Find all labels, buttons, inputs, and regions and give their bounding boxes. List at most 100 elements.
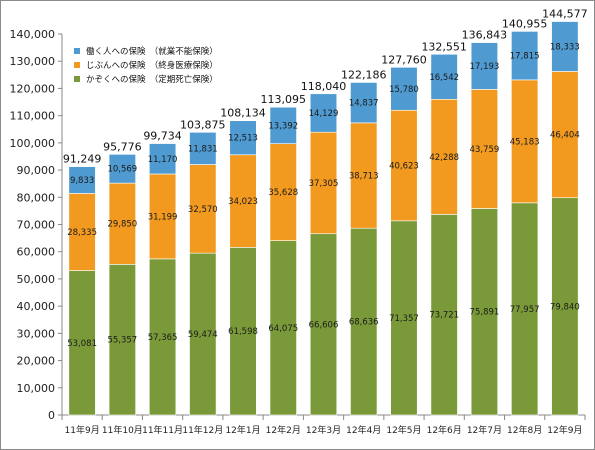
bar-data-label: 61,598 xyxy=(228,327,258,337)
bar-total-label: 95,776 xyxy=(103,140,142,153)
bar-data-label: 16,542 xyxy=(429,73,459,83)
x-tick-label: 12年5月 xyxy=(386,424,421,436)
x-tick-label: 11年10月 xyxy=(102,424,143,436)
bar-segment-kazoku xyxy=(108,264,136,416)
bar-data-label: 75,891 xyxy=(470,308,500,318)
bar-segment-jibun xyxy=(430,98,458,215)
bar-data-label: 71,357 xyxy=(389,314,419,324)
bar-data-label: 66,606 xyxy=(309,320,339,330)
bar-segment-hatarakuhito xyxy=(269,106,297,144)
bar-total-label: 132,551 xyxy=(421,40,467,53)
bar-segment-jibun xyxy=(350,122,378,229)
x-tick-label: 11年11月 xyxy=(142,424,183,436)
bar-segment-jibun xyxy=(68,193,96,271)
bar-segment-hatarakuhito xyxy=(149,143,177,175)
bar-total-label: 140,955 xyxy=(502,17,548,30)
bar-data-label: 73,721 xyxy=(429,311,459,321)
bar-segment-hatarakuhito xyxy=(470,42,498,90)
bar-data-label: 34,023 xyxy=(228,197,258,207)
x-tick-label: 11年12月 xyxy=(182,424,223,436)
bar-total-label: 122,186 xyxy=(341,68,387,81)
bar-data-label: 42,288 xyxy=(429,153,459,163)
bar-segment-kazoku xyxy=(189,252,217,416)
bar-segment-kazoku xyxy=(68,270,96,416)
bar-data-label: 59,474 xyxy=(188,330,218,340)
bar-segment-hatarakuhito xyxy=(68,166,96,194)
legend-label: 働く人への保険 （就業不能保険） xyxy=(86,46,218,57)
y-tick-label: 30,000 xyxy=(17,327,56,340)
bar-data-label: 55,357 xyxy=(107,336,137,346)
bar-data-label: 37,305 xyxy=(309,179,339,189)
bar-data-label: 15,780 xyxy=(389,85,419,95)
bar-data-label: 57,365 xyxy=(148,333,178,343)
bar-data-label: 32,570 xyxy=(188,205,218,215)
legend-label: かぞくへの保険 （定期死亡保険） xyxy=(86,74,218,85)
bar-segment-kazoku xyxy=(229,247,257,416)
y-tick-label: 0 xyxy=(48,409,55,422)
bar-segment-hatarakuhito xyxy=(350,82,378,124)
legend-swatch xyxy=(74,62,80,68)
bar-segment-hatarakuhito xyxy=(229,120,257,156)
x-tick-label: 12年9月 xyxy=(547,424,582,436)
x-tick-label: 12年4月 xyxy=(346,424,381,436)
y-tick-label: 60,000 xyxy=(17,246,56,259)
bar-segment-kazoku xyxy=(390,220,418,416)
bar-segment-kazoku xyxy=(350,227,378,416)
x-tick-label: 12年1月 xyxy=(225,424,260,436)
bar-data-label: 14,837 xyxy=(349,99,379,109)
bar-data-label: 11,170 xyxy=(148,155,178,165)
bar-total-label: 108,134 xyxy=(220,107,266,120)
bar-total-label: 144,577 xyxy=(542,8,588,21)
bar-segment-hatarakuhito xyxy=(108,154,136,184)
bar-segment-hatarakuhito xyxy=(189,132,217,165)
bar-segment-jibun xyxy=(189,164,217,254)
bar-data-label: 28,335 xyxy=(67,228,97,238)
bar-data-label: 68,636 xyxy=(349,318,379,328)
bar-data-label: 40,623 xyxy=(389,162,419,172)
bar-data-label: 46,404 xyxy=(550,131,580,141)
y-tick-label: 130,000 xyxy=(10,55,56,68)
bar-segment-hatarakuhito xyxy=(309,93,338,133)
y-tick-label: 10,000 xyxy=(17,382,56,395)
bar-data-label: 38,713 xyxy=(349,172,379,182)
x-tick-label: 12年8月 xyxy=(507,424,542,436)
bar-data-label: 14,129 xyxy=(309,109,339,119)
bar-data-label: 18,333 xyxy=(550,42,580,52)
bar-data-label: 12,513 xyxy=(228,134,258,144)
bar-total-label: 113,095 xyxy=(261,93,307,106)
bar-total-label: 118,040 xyxy=(301,80,347,93)
bar-data-label: 53,081 xyxy=(67,339,97,349)
bar-segment-jibun xyxy=(309,131,338,235)
bar-data-label: 29,850 xyxy=(107,220,137,230)
bar-data-label: 43,759 xyxy=(470,145,500,155)
y-tick-label: 80,000 xyxy=(17,191,56,204)
y-tick-label: 20,000 xyxy=(17,355,56,368)
bar-segment-jibun xyxy=(149,173,177,260)
bar-data-label: 17,193 xyxy=(470,62,500,72)
x-tick-label: 12年3月 xyxy=(306,424,341,436)
bar-segment-kazoku xyxy=(309,233,338,416)
bar-segment-jibun xyxy=(269,143,297,241)
y-tick-label: 70,000 xyxy=(17,219,56,232)
bar-segment-kazoku xyxy=(430,214,458,416)
y-tick-label: 40,000 xyxy=(17,300,56,313)
bar-data-label: 79,840 xyxy=(550,302,580,312)
bar-segment-hatarakuhito xyxy=(390,67,418,111)
bar-segment-jibun xyxy=(390,109,418,222)
bar-total-label: 103,875 xyxy=(180,118,226,131)
y-tick-label: 110,000 xyxy=(10,110,56,123)
legend-swatch xyxy=(74,76,80,82)
x-tick-label: 12年6月 xyxy=(427,424,462,436)
bar-data-label: 10,569 xyxy=(107,165,137,175)
x-tick-label: 12年7月 xyxy=(467,424,502,436)
bar-total-label: 91,249 xyxy=(63,153,102,166)
legend-label: じぶんへの保険 （終身医療保険） xyxy=(86,60,218,71)
y-tick-label: 120,000 xyxy=(10,82,56,95)
bar-segment-kazoku xyxy=(269,240,297,416)
bar-data-label: 17,815 xyxy=(510,52,540,62)
y-tick-label: 50,000 xyxy=(17,273,56,286)
y-tick-label: 100,000 xyxy=(10,137,56,150)
y-tick-label: 140,000 xyxy=(10,28,56,41)
bar-total-label: 136,843 xyxy=(462,29,508,42)
